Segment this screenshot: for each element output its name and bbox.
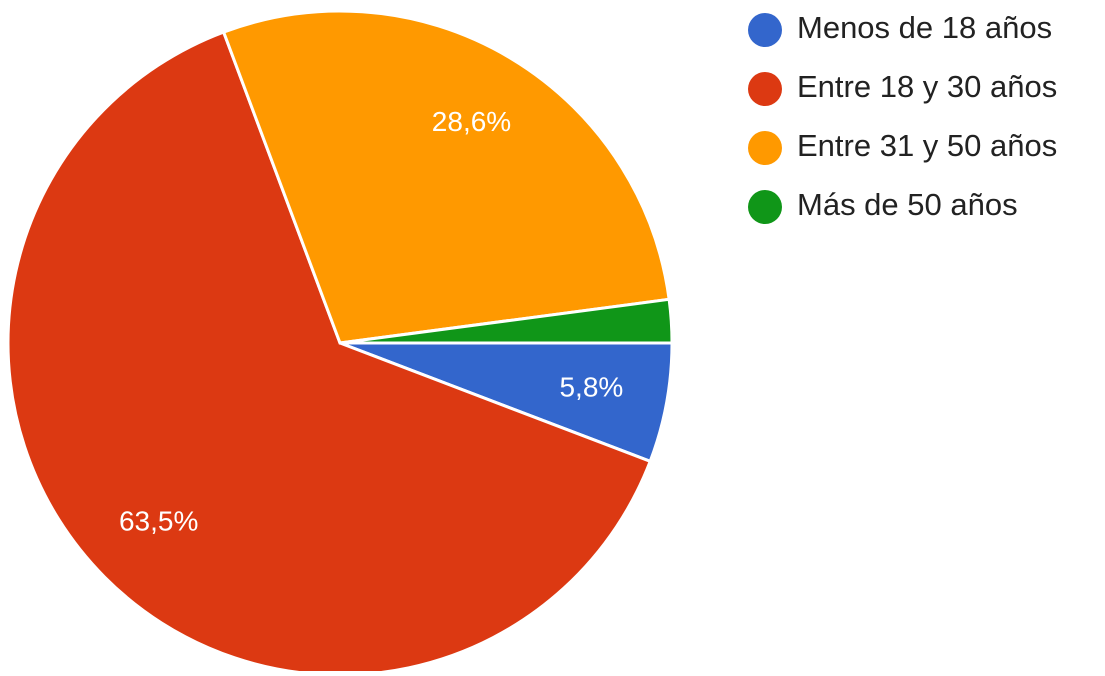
pie-slice bbox=[221, 9, 671, 345]
legend-label: Entre 31 y 50 años bbox=[797, 128, 1057, 163]
slice-label: 5,8% bbox=[559, 372, 623, 403]
legend-swatch bbox=[748, 190, 782, 224]
pie-slice bbox=[339, 297, 674, 345]
legend-label: Más de 50 años bbox=[797, 187, 1018, 222]
legend-label: Entre 18 y 30 años bbox=[797, 69, 1057, 104]
pie-slice bbox=[6, 30, 653, 676]
legend-swatch bbox=[748, 131, 782, 165]
legend-swatch bbox=[748, 72, 782, 106]
slice-label: 28,6% bbox=[432, 106, 511, 137]
legend-swatch bbox=[748, 13, 782, 47]
legend-label: Menos de 18 años bbox=[797, 10, 1052, 45]
slice-label: 63,5% bbox=[119, 506, 198, 537]
